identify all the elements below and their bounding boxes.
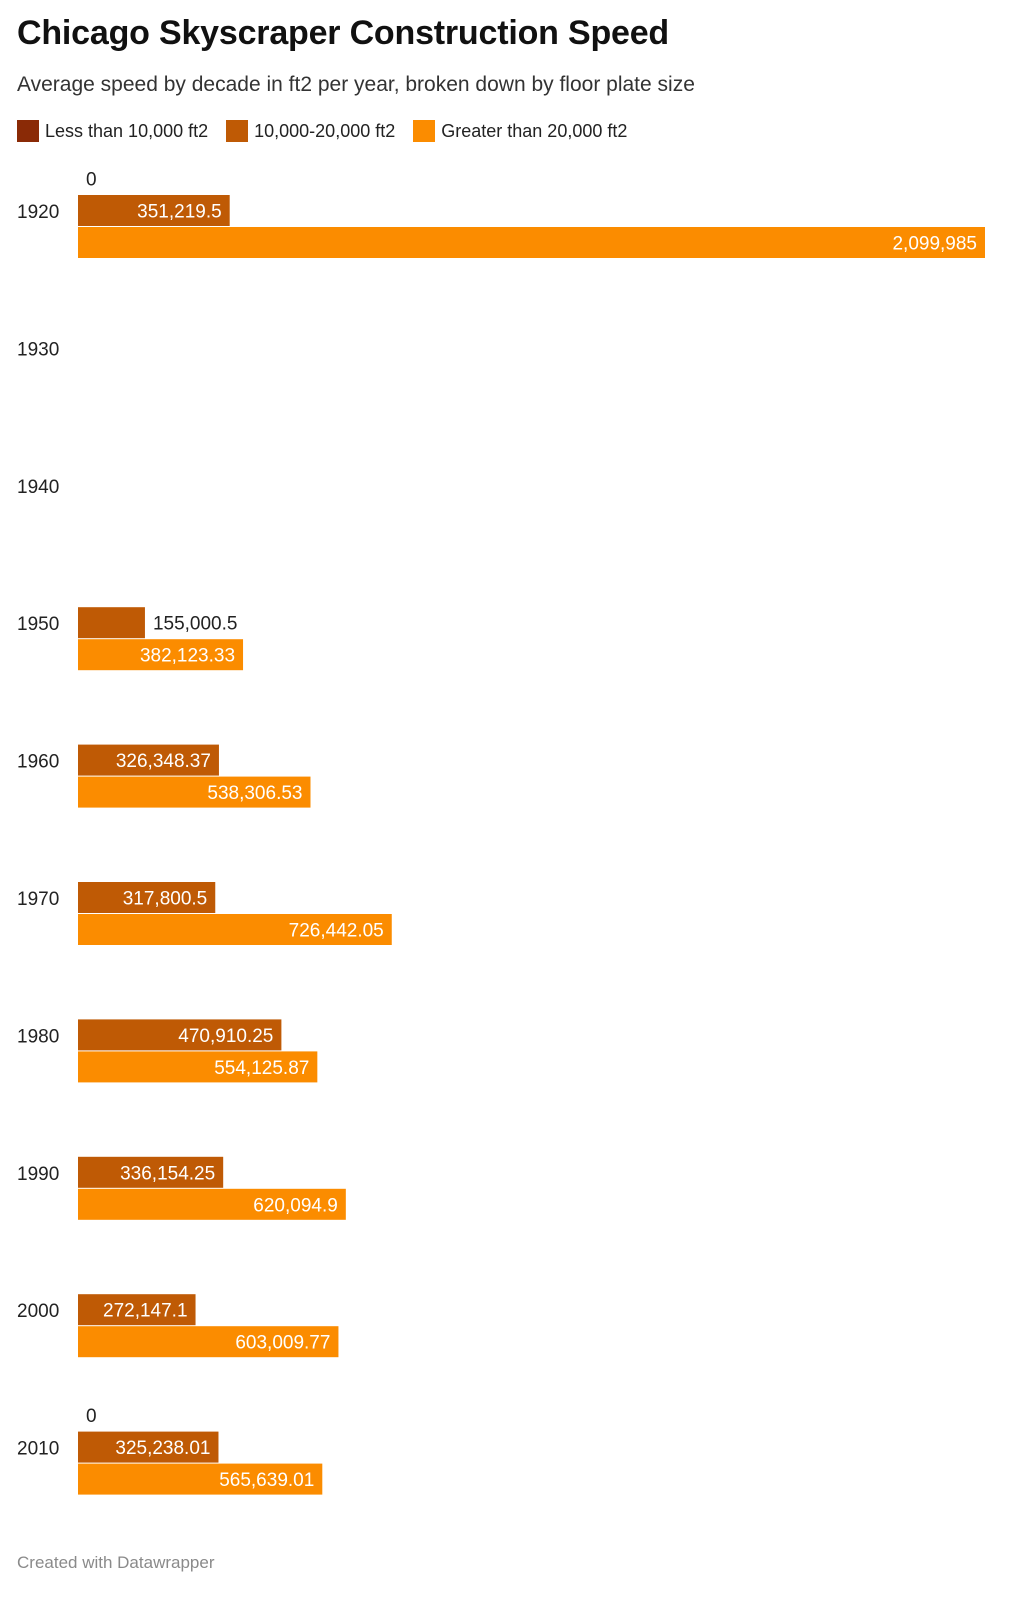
category-label: 1930	[17, 339, 59, 360]
legend-item-10000-20000: 10,000-20,000 ft2	[226, 120, 395, 142]
bar	[78, 776, 311, 808]
bar	[78, 882, 216, 913]
bar	[78, 195, 230, 226]
bar	[78, 1156, 224, 1188]
data-label: 155,000.5	[153, 614, 238, 635]
legend-swatch	[17, 120, 39, 142]
data-label: 726,442.05	[289, 921, 384, 942]
bar	[78, 744, 219, 776]
legend-swatch	[413, 120, 436, 142]
legend-label: 10,000-20,000 ft2	[254, 120, 396, 141]
bar	[78, 639, 244, 671]
category-label: 2000	[17, 1301, 59, 1322]
bar	[78, 1051, 318, 1083]
category-label: 2010	[17, 1439, 59, 1460]
category-label: 1940	[17, 477, 59, 498]
bar	[78, 1294, 196, 1326]
data-label: 382,123.33	[140, 646, 235, 667]
legend-label: Less than 10,000 ft2	[45, 120, 209, 141]
category-label: 1990	[17, 1164, 59, 1185]
bar-chart: 1920 0 351,219.5 2,099,985 1930 1940 1950 155,0…	[17, 170, 985, 1495]
category-label: 1920	[17, 202, 59, 223]
bar	[78, 1326, 339, 1358]
bar	[78, 607, 145, 639]
legend-item-less-than-10000: Less than 10,000 ft2	[17, 120, 208, 142]
category-label: 1960	[17, 752, 59, 773]
bar	[78, 1431, 219, 1463]
chart-subtitle: Average speed by decade in ft2 per year,…	[17, 73, 695, 96]
data-label: 0	[86, 1406, 97, 1427]
data-label: 565,639.01	[219, 1470, 314, 1491]
data-label: 603,009.77	[235, 1333, 330, 1354]
bar	[78, 914, 392, 945]
data-label: 620,094.9	[253, 1195, 338, 1216]
chart-title: Chicago Skyscraper Construction Speed	[17, 14, 669, 52]
bar	[78, 227, 985, 258]
data-label: 351,219.5	[137, 202, 222, 223]
legend: Less than 10,000 ft2 10,000-20,000 ft2 G…	[17, 120, 645, 142]
legend-label: Greater than 20,000 ft2	[441, 120, 628, 141]
data-label: 325,238.01	[115, 1438, 210, 1459]
data-label: 0	[86, 170, 97, 191]
data-label: 470,910.25	[178, 1026, 273, 1047]
data-label: 2,099,985	[892, 234, 977, 255]
footer-credit: Created with Datawrapper	[17, 1553, 215, 1572]
bar	[78, 1188, 346, 1220]
data-label: 317,800.5	[123, 889, 208, 910]
data-label: 336,154.25	[120, 1163, 215, 1184]
legend-item-greater-than-20000: Greater than 20,000 ft2	[413, 120, 627, 142]
data-label: 326,348.37	[116, 751, 211, 772]
bar	[78, 1463, 323, 1495]
category-label: 1980	[17, 1026, 59, 1047]
bar	[78, 1019, 282, 1051]
category-label: 1950	[17, 614, 59, 635]
data-label: 554,125.87	[214, 1058, 309, 1079]
category-label: 1970	[17, 889, 59, 910]
data-label: 538,306.53	[207, 783, 302, 804]
data-label: 272,147.1	[103, 1301, 188, 1322]
legend-swatch	[226, 120, 249, 142]
